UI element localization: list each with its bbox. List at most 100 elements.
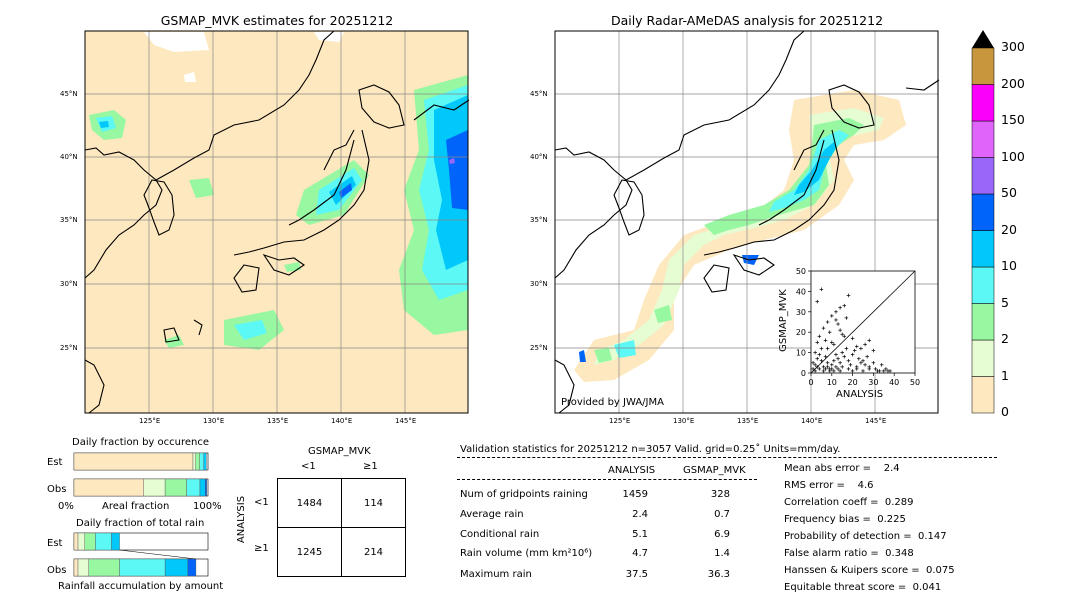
score-frequency-bias: Frequency bias = 0.225 bbox=[784, 514, 906, 525]
contingency-cell-ge1-lt1: 1245 bbox=[277, 527, 342, 577]
score-mae: Mean abs error = 2.4 bbox=[784, 463, 900, 474]
validation-row-analysis: 1459 bbox=[622, 489, 648, 500]
right-lat-40: 40°N bbox=[530, 153, 548, 161]
contingency-table: 1484 114 1245 214 bbox=[277, 478, 406, 577]
scatter-point bbox=[819, 346, 824, 351]
rain-bars-est-segment bbox=[84, 532, 96, 551]
scatter-point bbox=[830, 314, 834, 318]
rain-bars-obs-segment bbox=[187, 558, 197, 577]
score-pod: Probability of detection = 0.147 bbox=[784, 531, 947, 542]
rain-bars-obs-segment bbox=[88, 558, 120, 577]
scatter-point bbox=[834, 365, 838, 369]
validation-row-gsmap: 36.3 bbox=[707, 569, 730, 580]
scatter-point bbox=[825, 320, 830, 324]
scatter-point bbox=[871, 348, 876, 353]
scatter-point bbox=[859, 361, 863, 365]
contingency-col-lt1: <1 bbox=[301, 461, 316, 472]
occurrence-est-label: Est bbox=[47, 457, 63, 468]
validation-row-label: Average rain bbox=[460, 509, 524, 520]
scatter-point bbox=[846, 367, 851, 371]
scatter-ytick-label: 20 bbox=[796, 328, 806, 337]
left-lat-25: 25°N bbox=[60, 344, 78, 352]
right-lat-45: 45°N bbox=[530, 90, 548, 98]
colorbar-segment bbox=[971, 376, 995, 414]
right-lon-145: 145°E bbox=[865, 417, 887, 425]
scatter-point bbox=[882, 369, 886, 373]
contingency-row-ge1: ≥1 bbox=[254, 543, 269, 554]
scatter-point bbox=[823, 354, 828, 359]
scatter-plot: 0 10 20 30 40 50 0 10 20 30 40 50 bbox=[796, 267, 920, 387]
validation-row-label: Num of gridpoints raining bbox=[460, 489, 588, 500]
occ-bars-obs-segment bbox=[143, 478, 166, 497]
scatter-xtick-label: 40 bbox=[889, 378, 899, 387]
left-lat-30: 30°N bbox=[60, 280, 78, 288]
scatter-point bbox=[861, 358, 865, 363]
scatter-point bbox=[834, 352, 838, 357]
scatter-xtick-label: 30 bbox=[868, 378, 878, 387]
occurrence-xlabel: Areal fraction bbox=[102, 501, 170, 512]
left-lon-130: 130°E bbox=[203, 417, 225, 425]
left-map bbox=[84, 30, 470, 414]
validation-col-gsmap: GSMAP_MVK bbox=[683, 465, 746, 476]
left-lon-125: 125°E bbox=[139, 417, 161, 425]
right-lat-25: 25°N bbox=[530, 344, 548, 352]
scatter-point bbox=[871, 361, 876, 365]
scatter-point bbox=[823, 367, 828, 371]
validation-row-gsmap: 328 bbox=[710, 489, 730, 500]
validation-row-gsmap: 6.9 bbox=[714, 529, 730, 540]
right-lat-35: 35°N bbox=[530, 216, 548, 224]
total-rain-obs-label: Obs bbox=[47, 565, 67, 576]
left-map-title: GSMAP_MVK estimates for 20251212 bbox=[160, 13, 394, 28]
scatter-point bbox=[875, 369, 880, 373]
scatter-point bbox=[817, 367, 822, 371]
scatter-point bbox=[846, 358, 851, 363]
scatter-point bbox=[832, 369, 836, 373]
occ-bars-obs-segment bbox=[73, 478, 144, 497]
occ-bars-est-segment bbox=[203, 452, 207, 471]
scatter-point bbox=[815, 299, 820, 304]
scatter-point bbox=[850, 352, 855, 357]
right-rain-patches bbox=[574, 90, 906, 382]
validation-row-analysis: 5.1 bbox=[632, 529, 648, 540]
scatter-point bbox=[873, 367, 878, 371]
right-lon-125: 125°E bbox=[609, 417, 631, 425]
colorbar-segment bbox=[971, 230, 995, 268]
scatter-point bbox=[832, 358, 836, 363]
scatter-point bbox=[848, 363, 853, 367]
right-coastlines bbox=[554, 30, 940, 414]
scatter-xlabel: ANALYSIS bbox=[836, 389, 884, 400]
left-lat-35: 35°N bbox=[60, 216, 78, 224]
scatter-point bbox=[838, 328, 842, 332]
colorbar-tick-label: 300 bbox=[1001, 39, 1025, 54]
occ-bars-est-segment bbox=[192, 452, 196, 471]
scatter-point bbox=[836, 322, 840, 326]
contingency-cell-lt1-lt1: 1484 bbox=[277, 478, 342, 528]
scatter-point bbox=[813, 369, 817, 373]
scatter-point bbox=[838, 305, 842, 310]
right-lat-30: 30°N bbox=[530, 280, 548, 288]
scatter-point bbox=[884, 367, 888, 371]
scatter-point bbox=[838, 361, 842, 365]
validation-row-gsmap: 0.7 bbox=[714, 509, 730, 520]
scatter-point bbox=[842, 303, 847, 308]
occ-bars-obs-segment bbox=[186, 478, 201, 497]
scatter-point bbox=[830, 363, 834, 367]
scatter-point bbox=[817, 334, 822, 339]
scatter-point bbox=[836, 356, 840, 361]
scatter-point bbox=[844, 346, 849, 351]
scatter-point bbox=[834, 310, 838, 314]
scatter-point bbox=[867, 338, 872, 343]
colorbar-tick-label: 200 bbox=[1001, 75, 1025, 91]
validation-row-analysis: 4.7 bbox=[632, 548, 648, 559]
rain-bars-obs-segment bbox=[119, 558, 166, 577]
rain-bars-est-segment bbox=[73, 532, 79, 551]
scatter-point bbox=[840, 350, 844, 355]
validation-col-analysis: ANALYSIS bbox=[608, 465, 656, 476]
total-rain-title: Daily fraction of total rain bbox=[76, 518, 205, 529]
scatter-point bbox=[842, 354, 847, 359]
scatter-point bbox=[859, 346, 863, 351]
scatter-point bbox=[815, 356, 820, 361]
scatter-point bbox=[844, 316, 849, 320]
scatter-point bbox=[823, 338, 828, 343]
right-map bbox=[554, 30, 940, 414]
